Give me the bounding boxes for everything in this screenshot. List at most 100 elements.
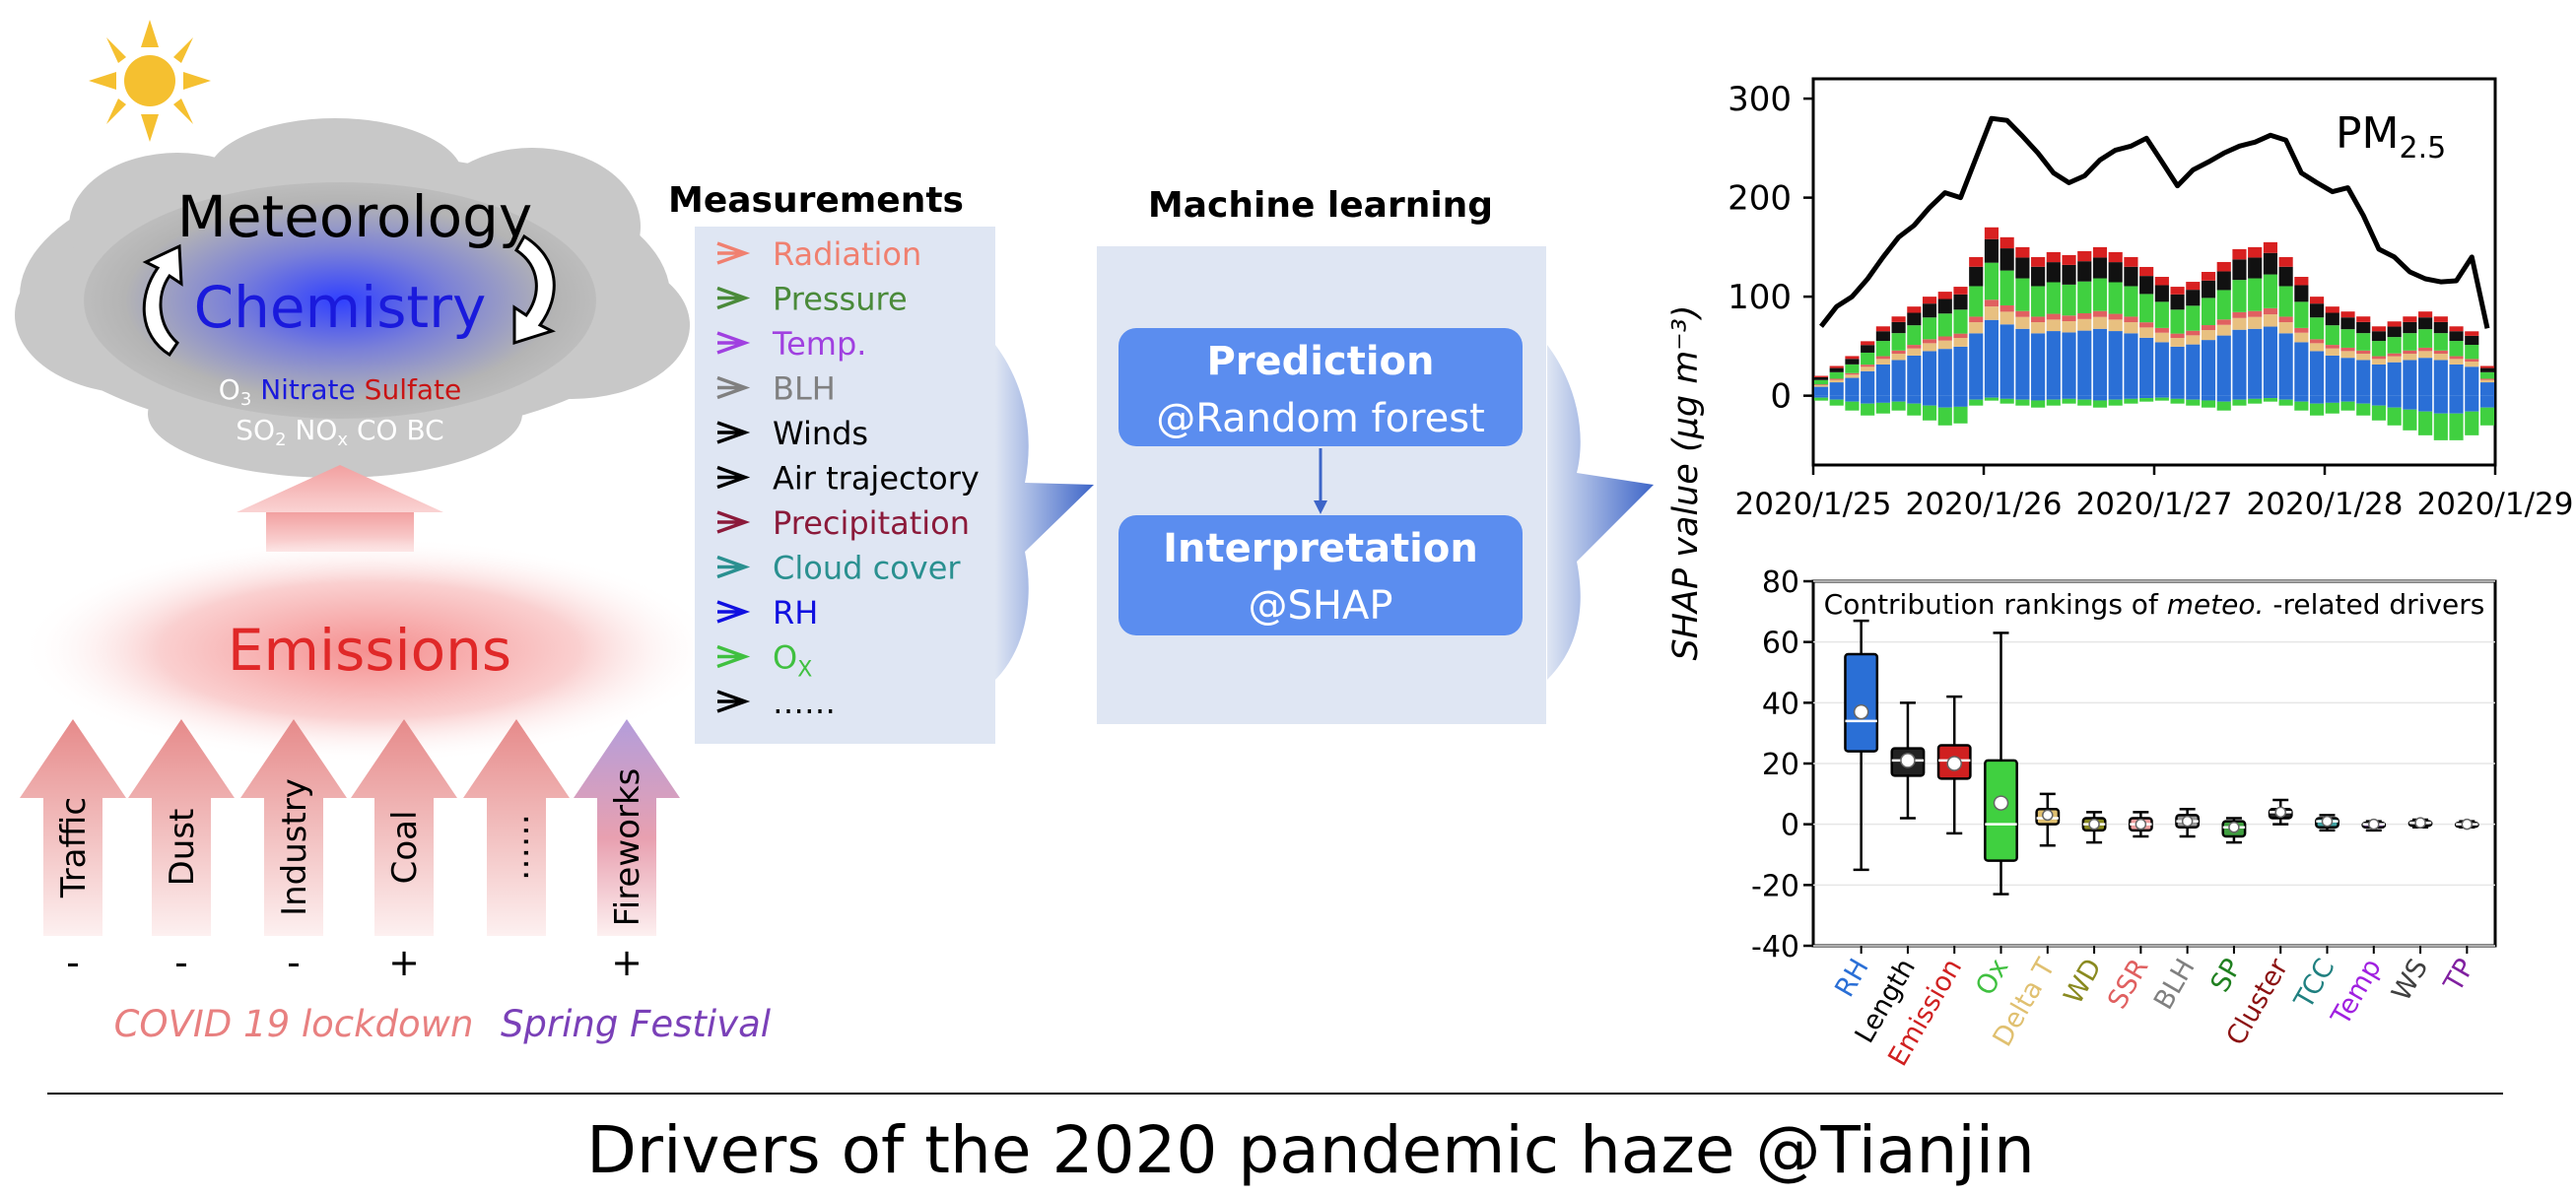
measurement-item: Pressure (773, 281, 908, 318)
shap-bar-segment (1845, 374, 1860, 378)
shap-bar-segment (2340, 351, 2355, 359)
shap-bar-negative (2062, 395, 2076, 399)
sulfate-label: Sulfate (365, 373, 462, 406)
shap-bar-segment (2278, 322, 2293, 334)
y-tick-label: 300 (1728, 80, 1792, 119)
category-label: WD (2059, 954, 2109, 1010)
shap-bar-segment (1813, 375, 1829, 377)
shap-bar-segment (1829, 379, 1844, 383)
shap-bar-segment (2092, 246, 2108, 258)
shap-bar-segment (2433, 321, 2448, 334)
shap-bar-segment (2248, 278, 2263, 311)
shap-bar-negative (1969, 395, 1984, 400)
measurement-item: RH (773, 594, 818, 631)
shap-bar-negative (2340, 401, 2355, 411)
arrow-stroke (716, 465, 751, 490)
shap-bar-segment (2449, 356, 2464, 360)
shap-bar-segment (2232, 259, 2247, 281)
shap-bar-segment (1922, 317, 1937, 340)
shap-bar-negative (2139, 398, 2154, 402)
shap-bar-segment (2031, 316, 2046, 323)
mean-marker (2414, 817, 2426, 829)
category-label: Ox (1970, 954, 2014, 1001)
o3-subscript: 3 (240, 389, 251, 410)
shap-bar-segment (2294, 301, 2309, 328)
shap-bar-segment (2433, 316, 2448, 322)
shap-bar-segment (2201, 272, 2216, 281)
mean-marker (2461, 818, 2474, 831)
shap-bar-negative (2046, 399, 2061, 406)
shap-bar-segment (2278, 266, 2293, 287)
shap-bar-segment (2433, 350, 2448, 355)
list-arrow-icon (716, 375, 751, 400)
measurements-list: Radiation Pressure Temp. BLH Winds Air trajec… (716, 235, 980, 721)
measurement-item: Cloud cover (773, 550, 961, 587)
shap-bar-segment (1922, 343, 1937, 352)
shap-bar-segment (2046, 282, 2061, 314)
shap-bar-segment (2216, 335, 2231, 396)
shap-bar-segment (1891, 354, 1906, 361)
shap-bar-segment (1875, 341, 1890, 357)
shap-bar-segment (2278, 333, 2293, 396)
shap-bar-segment (1984, 299, 2000, 307)
shap-bar-segment (2216, 271, 2231, 291)
arrow-stroke (716, 331, 751, 355)
shap-bar-segment (2325, 325, 2339, 346)
shap-bar-segment (1984, 238, 2000, 263)
bc-label: BC (406, 414, 443, 446)
source-arrows: Traffic - Dust - Industry - Coal + …… Fireworks + (20, 719, 680, 984)
measurement-label: O (773, 639, 797, 677)
shap-bar-segment (2015, 278, 2030, 311)
shap-bar-segment (2325, 345, 2339, 349)
shap-bar-segment (2248, 328, 2263, 396)
list-arrow-icon (716, 555, 751, 579)
y-tick-label: 100 (1728, 278, 1792, 317)
shap-bar-segment (1937, 299, 1952, 314)
shap-bar-segment (2263, 326, 2277, 396)
shap-bar-segment (1845, 359, 1860, 365)
list-arrow-icon (716, 421, 751, 444)
shap-bar-negative (2278, 395, 2293, 400)
shap-bar-segment (2124, 286, 2138, 317)
y-tick-label: 200 (1728, 179, 1792, 219)
shap-bar-segment (2479, 382, 2495, 396)
list-arrow-icon (716, 241, 751, 265)
arrow-stroke (716, 375, 751, 400)
shap-bar-negative (2449, 413, 2464, 440)
shap-bar-segment (2479, 371, 2495, 379)
shap-bar-segment (1984, 262, 2000, 300)
shap-bar-segment (2232, 317, 2247, 330)
shap-bar-segment (2387, 353, 2402, 357)
shap-bar-segment (1813, 386, 1829, 396)
shap-bar-segment (2000, 324, 2014, 396)
shap-bar-segment (2046, 313, 2061, 320)
measurement-item: Winds (773, 415, 868, 452)
shap-bar-segment (2201, 280, 2216, 299)
interpretation-label: Interpretation (1163, 526, 1478, 571)
shap-bar-segment (2124, 316, 2138, 323)
shap-bar-segment (2170, 333, 2185, 339)
shap-bar-segment (2294, 285, 2309, 302)
shap-bar-segment (1953, 333, 1968, 339)
shap-bar-segment (2387, 356, 2402, 363)
shap-bar-segment (1984, 227, 2000, 239)
source-label: …… (498, 814, 537, 881)
shap-bar-segment (1875, 331, 1890, 342)
shap-bar-segment (2356, 350, 2371, 355)
shap-bar-segment (2046, 331, 2061, 396)
shap-bar-segment (2108, 262, 2123, 283)
measurement-item: Radiation (773, 235, 921, 273)
shap-bar-negative (2263, 398, 2277, 402)
shap-bar-negative (2387, 407, 2402, 426)
source-arrow (128, 719, 235, 936)
shap-bar-segment (2387, 362, 2402, 396)
mean-marker (2368, 818, 2380, 831)
shap-bar-segment (2418, 358, 2433, 396)
shap-bar-segment (2154, 332, 2169, 343)
shap-bar-negative (2108, 399, 2123, 406)
ml-connector-arrowhead-icon (1314, 500, 1327, 514)
shap-bar-segment (1875, 356, 1890, 360)
y-tick-label: 0 (1770, 377, 1792, 417)
shap-bar-negative (2248, 398, 2263, 404)
shap-bar-negative (2216, 401, 2231, 411)
